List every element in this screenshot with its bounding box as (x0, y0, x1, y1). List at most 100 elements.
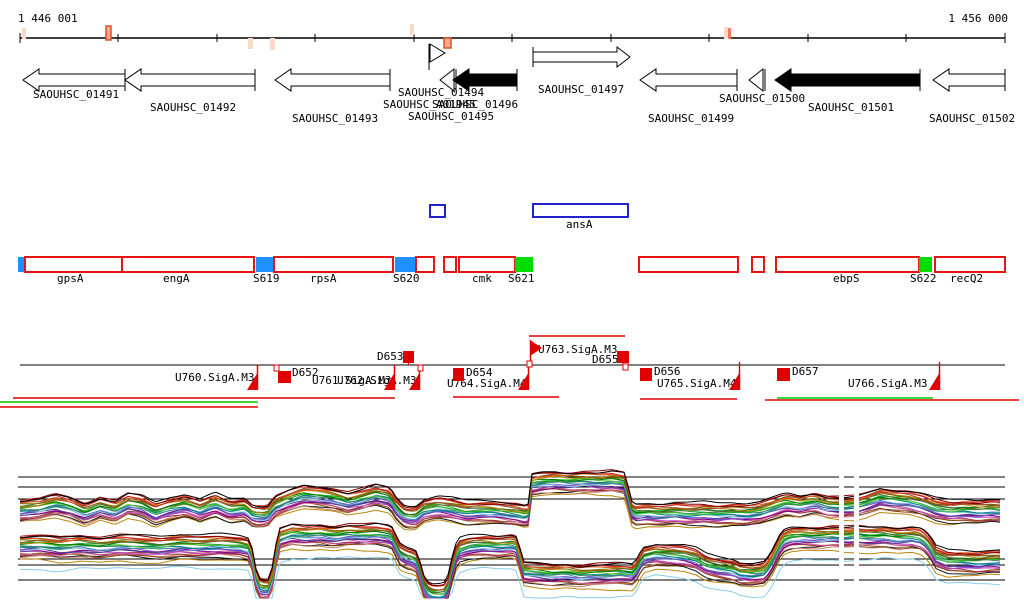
orf-SAOUHSC_01499[interactable] (639, 68, 738, 92)
ruler-mark-pale (248, 38, 253, 49)
ruler-mark-solid (728, 28, 731, 39)
profile-trace (19, 470, 1001, 508)
orf-SAOUHSC_01493[interactable] (274, 68, 391, 92)
profile-trace (19, 541, 1001, 599)
gene-box[interactable] (273, 256, 394, 273)
flag-D655-base (622, 363, 629, 371)
gene-box[interactable] (24, 256, 123, 273)
flag-label: D653 (377, 350, 404, 363)
orf-label: SAOUHSC_01495 (408, 110, 495, 123)
flag-U761.SigA.M3[interactable] (384, 372, 395, 390)
ncrna-label: ansA (566, 218, 593, 231)
gene-box-label: cmk (472, 272, 492, 285)
flag-label: U762.SigA.M3 (337, 374, 417, 387)
profile-trace (19, 539, 1001, 599)
flag-label: U765.SigA.M4 (657, 377, 737, 390)
orf-label: SAOUHSC_01502 (929, 112, 1016, 125)
profile-trace (19, 475, 1001, 516)
orf-SAOUHSC_01500[interactable] (748, 67, 764, 93)
gene-box[interactable] (121, 256, 255, 273)
flag-label: U764.SigA.M4 (447, 377, 527, 390)
srna-box[interactable] (18, 257, 26, 272)
ruler-mark-outlined (105, 25, 112, 41)
flag-U762.SigA.M3[interactable] (409, 372, 420, 390)
flag-D652[interactable] (278, 371, 291, 383)
srna-box[interactable] (919, 257, 932, 272)
srna-box[interactable] (256, 257, 274, 272)
gene-box[interactable] (638, 256, 739, 273)
profile-trace (19, 469, 1001, 509)
profile-trace (19, 525, 1001, 587)
gene-box[interactable] (775, 256, 920, 273)
ruler-mark-pale (270, 38, 275, 50)
profile-trace (19, 522, 1001, 585)
flag-label: D654 (466, 366, 493, 379)
gene-box-label: engA (163, 272, 190, 285)
flag-label: D655 (592, 353, 619, 366)
orf-label: SAOUHSC_01491 (33, 88, 120, 101)
profile-trace (19, 487, 1001, 525)
orf-SAOUHSC_01501[interactable] (774, 68, 921, 92)
srna-box[interactable] (515, 257, 533, 272)
flag-D656[interactable] (640, 368, 652, 381)
flag-label: D652 (292, 366, 319, 379)
ruler-mark-pale (724, 27, 728, 39)
profile-trace (19, 473, 1001, 510)
orf-label: SAOUHSC_01492 (150, 101, 237, 114)
flag-label: D657 (792, 365, 819, 378)
profile-trace (19, 522, 1001, 587)
flag-U760.SigA.M3[interactable] (247, 372, 258, 390)
orf-SAOUHSC_01496[interactable] (452, 68, 518, 92)
profile-trace (19, 475, 1001, 514)
gene-box[interactable] (751, 256, 765, 273)
orf-SAOUHSC_01494[interactable] (439, 67, 455, 93)
ruler-start-coordinate: 1 446 001 (18, 12, 78, 25)
profile-trace (19, 548, 1001, 599)
gene-box-label: gpsA (57, 272, 84, 285)
gene-box[interactable] (443, 256, 457, 273)
ncrna-box[interactable] (532, 203, 629, 218)
profile-trace (19, 487, 1001, 527)
gene-box-label: recQ2 (950, 272, 984, 285)
orf-SAOUHSC_01492[interactable] (124, 68, 256, 92)
plot-gap-column (839, 460, 844, 601)
gene-box-label: S620 (393, 272, 420, 285)
orf-label: SAOUHSC_01501 (808, 101, 895, 114)
flag-label: U760.SigA.M3 (175, 371, 255, 384)
orf-label: SAOUHSC_01497 (538, 83, 625, 96)
orf-label: SAOUHSC_01496 (432, 98, 519, 111)
flag-U766.SigA.M3[interactable] (929, 372, 940, 390)
plot-gap-column (854, 460, 859, 601)
orf-label: SAOUHSC_A01945 (383, 98, 476, 111)
flag-U763.SigA.M3[interactable] (530, 340, 542, 356)
ruler-mark-pale (410, 24, 414, 35)
gene-box-label: S621 (508, 272, 535, 285)
flag-U765.SigA.M4[interactable] (729, 372, 740, 390)
ruler-end-coordinate: 1 456 000 (948, 12, 1008, 25)
flag-U762.SigA.M3-base (417, 364, 424, 372)
orf-SAOUHSC_A01945[interactable] (429, 43, 446, 63)
flag-D653[interactable] (403, 351, 414, 363)
orf-SAOUHSC_01491[interactable] (22, 68, 126, 92)
ruler-mark-outlined (443, 37, 452, 49)
gene-box[interactable] (458, 256, 516, 273)
gene-box-label: S622 (910, 272, 937, 285)
flag-D655[interactable] (617, 351, 629, 363)
flag-D657[interactable] (777, 368, 790, 381)
profile-trace (19, 480, 1001, 519)
orf-label: SAOUHSC_01494 (398, 86, 485, 99)
orf-SAOUHSC_01502[interactable] (932, 68, 1006, 92)
gene-box-label: ebpS (833, 272, 860, 285)
gene-box[interactable] (415, 256, 435, 273)
flag-U763.SigA.M3-base (526, 360, 533, 368)
orf-SAOUHSC_01497[interactable] (532, 45, 631, 69)
ncrna-box[interactable] (429, 204, 446, 218)
gene-box-label: rpsA (310, 272, 337, 285)
srna-box[interactable] (395, 257, 416, 272)
flag-U764.SigA.M4[interactable] (518, 372, 529, 390)
orf-label: SAOUHSC_01493 (292, 112, 379, 125)
gene-box[interactable] (934, 256, 1006, 273)
flag-D654[interactable] (453, 368, 464, 381)
